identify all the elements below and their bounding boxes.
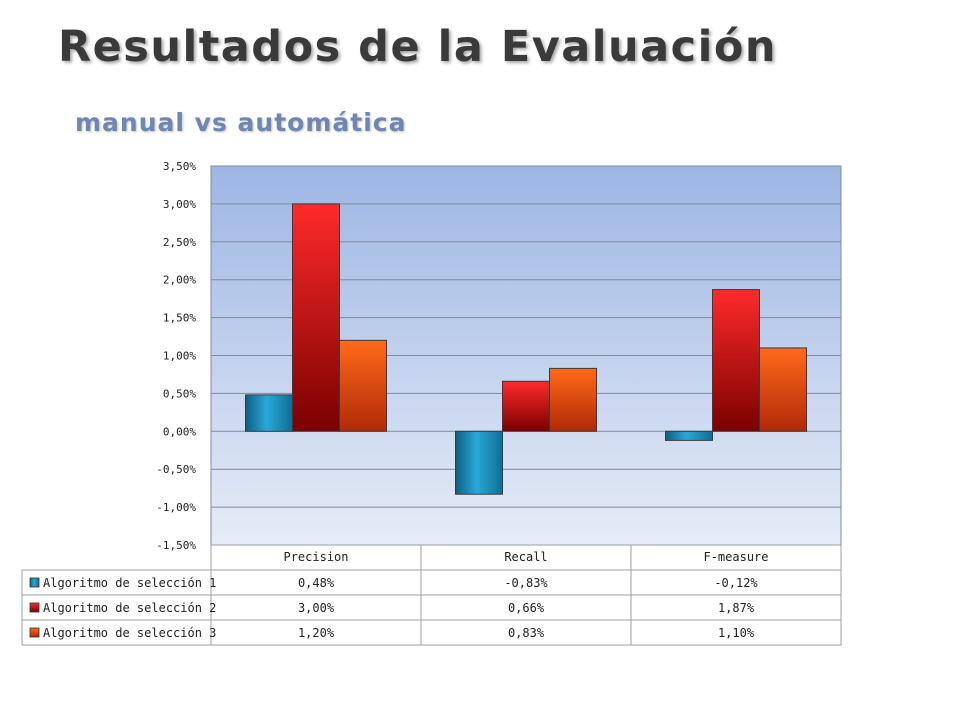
bar-series-1 <box>245 394 293 432</box>
data-label: -0,83% <box>504 576 548 590</box>
data-table: Precision Recall F-measure Algoritmo de sel… <box>21 544 842 646</box>
slide-title: Resultados de la Evaluación <box>58 22 777 72</box>
data-label: 3,00% <box>298 601 335 615</box>
table-row <box>21 619 842 646</box>
bar-series-2 <box>502 380 550 432</box>
table-header-row <box>210 544 842 571</box>
y-tick-label: 1,50% <box>163 312 196 325</box>
y-tick-label: 2,00% <box>163 274 196 287</box>
y-tick-label: 0,50% <box>163 387 196 400</box>
series-label: Algoritmo de selección 2 <box>43 601 216 615</box>
table-row <box>21 569 842 596</box>
category-label: Precision <box>283 550 348 564</box>
y-axis-ticks: 3,50% 3,00% 2,50% 2,00% 1,50% 1,00% 0,50% 0,00%… <box>156 160 196 552</box>
bar-series-3 <box>759 347 807 432</box>
bar-series-2 <box>292 203 340 432</box>
bar-series-3 <box>339 339 387 432</box>
y-tick-label: 3,00% <box>163 198 196 211</box>
bars <box>245 203 807 495</box>
legend-swatch <box>29 602 40 613</box>
data-label: 1,20% <box>298 626 335 640</box>
y-tick-label: -1,50% <box>156 539 196 552</box>
y-tick-label: 0,00% <box>163 425 196 438</box>
data-label: 0,48% <box>298 576 335 590</box>
data-label: 0,66% <box>508 601 545 615</box>
bar-series-2 <box>712 289 760 432</box>
data-label: -0,12% <box>714 576 758 590</box>
bar-series-1 <box>665 430 713 441</box>
data-label: 1,87% <box>718 601 755 615</box>
y-tick-label: 2,50% <box>163 236 196 249</box>
bar-series-3 <box>549 367 597 432</box>
y-tick-label: 1,00% <box>163 350 196 363</box>
category-label: Recall <box>504 550 547 564</box>
category-label: F-measure <box>703 550 768 564</box>
legend-swatch <box>29 577 40 588</box>
data-label: 0,83% <box>508 626 545 640</box>
y-tick-label: -1,00% <box>156 501 196 514</box>
table-row <box>21 594 842 621</box>
bar-series-1 <box>455 430 503 495</box>
y-tick-label: -0,50% <box>156 463 196 476</box>
series-label: Algoritmo de selección 3 <box>43 626 216 640</box>
slide-subtitle: manual vs automática <box>75 108 407 137</box>
legend-swatch <box>29 627 40 638</box>
data-label: 1,10% <box>718 626 755 640</box>
y-tick-label: 3,50% <box>163 160 196 173</box>
series-label: Algoritmo de selección 1 <box>43 576 216 590</box>
